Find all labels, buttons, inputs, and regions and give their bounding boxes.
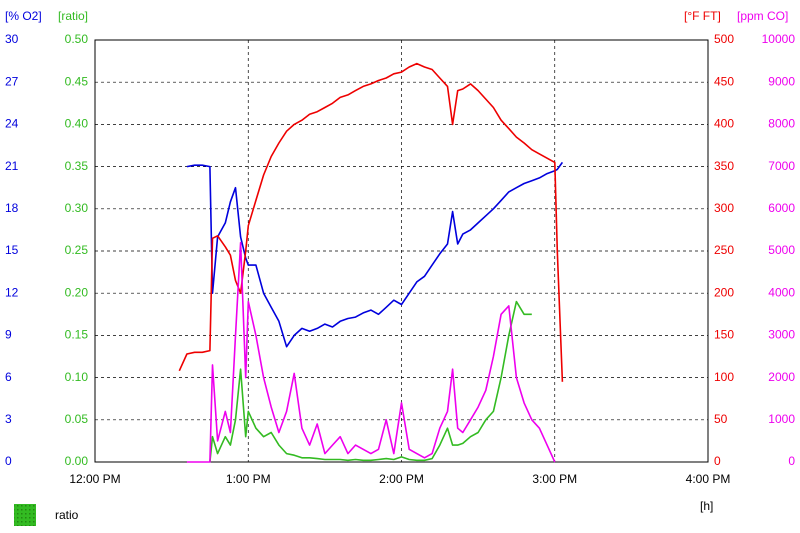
- y-tick-label: 5000: [768, 243, 795, 257]
- y-tick-label: 0: [5, 454, 12, 468]
- y-tick-label: 100: [714, 370, 734, 384]
- y-tick-label: 27: [5, 74, 19, 88]
- y-tick-label: 18: [5, 201, 19, 215]
- y-tick-label: 0: [788, 454, 795, 468]
- legend-label: ratio: [55, 508, 79, 522]
- y-tick-label: 0.25: [65, 243, 89, 257]
- y-tick-label: 2000: [768, 370, 795, 384]
- x-tick-label: 1:00 PM: [226, 472, 271, 486]
- y-tick-label: 3000: [768, 328, 795, 342]
- y-tick-label: 10000: [762, 32, 796, 46]
- x-tick-label: 4:00 PM: [686, 472, 731, 486]
- y-tick-label: 21: [5, 159, 19, 173]
- series-line: [186, 161, 564, 348]
- y-tick-label: 450: [714, 74, 734, 88]
- y-tick-label: 50: [714, 412, 728, 426]
- y-tick-label: 6: [5, 370, 12, 384]
- y-tick-label: 9000: [768, 74, 795, 88]
- x-axis-title: [h]: [700, 499, 713, 513]
- y-tick-label: 30: [5, 32, 19, 46]
- y-tick-label: 0.10: [65, 370, 89, 384]
- y-tick-label: 0.40: [65, 117, 89, 131]
- y-tick-label: 200: [714, 285, 734, 299]
- y-tick-label: 9: [5, 328, 12, 342]
- y-tick-label: 8000: [768, 117, 795, 131]
- y-tick-label: 400: [714, 117, 734, 131]
- y-tick-label: 250: [714, 243, 734, 257]
- y-tick-label: 300: [714, 201, 734, 215]
- y-tick-label: 0.15: [65, 328, 89, 342]
- y-tick-label: 4000: [768, 285, 795, 299]
- o2-axis-title: [% O2]: [5, 9, 42, 23]
- x-tick-label: 12:00 PM: [69, 472, 120, 486]
- y-tick-label: 1000: [768, 412, 795, 426]
- y-tick-label: 12: [5, 285, 19, 299]
- ratio-axis-title: [ratio]: [58, 9, 88, 23]
- y-tick-label: 0.00: [65, 454, 89, 468]
- y-tick-label: 150: [714, 328, 734, 342]
- x-tick-label: 3:00 PM: [532, 472, 577, 486]
- y-tick-label: 350: [714, 159, 734, 173]
- y-tick-label: 0.20: [65, 285, 89, 299]
- y-tick-label: 24: [5, 117, 19, 131]
- y-tick-label: 3: [5, 412, 12, 426]
- y-tick-label: 0.30: [65, 201, 89, 215]
- y-tick-label: 0.35: [65, 159, 89, 173]
- series-line: [209, 300, 532, 463]
- series-line: [178, 62, 564, 382]
- y-tick-label: 7000: [768, 159, 795, 173]
- co-axis-title: [ppm CO]: [737, 9, 788, 23]
- x-tick-label: 2:00 PM: [379, 472, 424, 486]
- y-tick-label: 0.05: [65, 412, 89, 426]
- y-tick-label: 0: [714, 454, 721, 468]
- legend-swatch: [14, 504, 36, 526]
- y-tick-label: 0.45: [65, 74, 89, 88]
- series-line: [186, 241, 556, 463]
- y-tick-label: 500: [714, 32, 734, 46]
- y-tick-label: 6000: [768, 201, 795, 215]
- temp-axis-title: [°F FT]: [684, 9, 721, 23]
- y-tick-label: 0.50: [65, 32, 89, 46]
- y-tick-label: 15: [5, 243, 19, 257]
